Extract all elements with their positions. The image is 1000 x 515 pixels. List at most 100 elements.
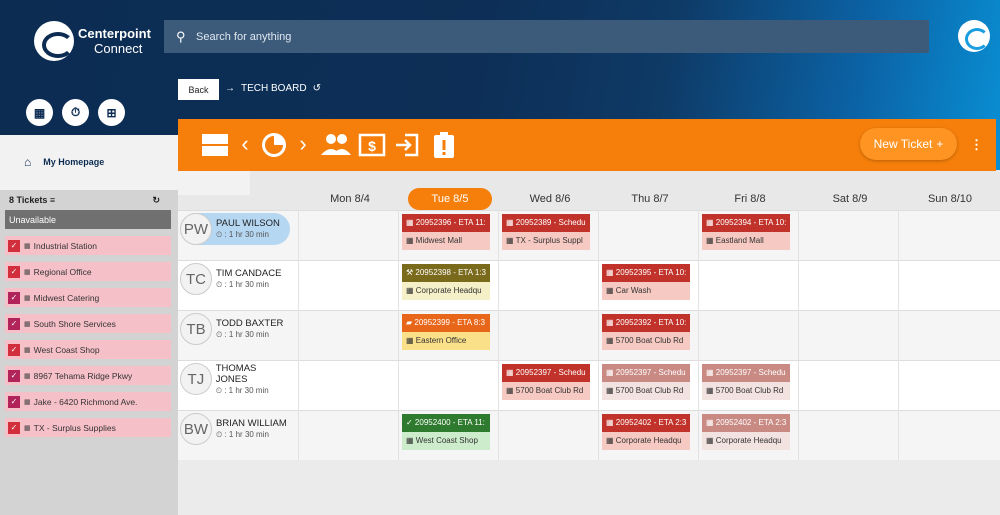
ticket-card[interactable]: ▦ 20952402 - ETA 2:3 ▦ Corporate Headqu — [602, 414, 690, 452]
more-options-icon[interactable]: ⋮ — [970, 137, 983, 152]
tech-name: PAUL WILSON — [216, 218, 280, 229]
tech-card[interactable]: TJ THOMAS JONES ⏲ : 1 hr 30 min — [180, 363, 290, 395]
ticket-card[interactable]: ▰ 20952399 - ETA 8:3 ▦ Eastern Office — [402, 314, 490, 352]
refresh-icon[interactable]: ↻ — [152, 194, 160, 205]
day-header[interactable]: Wed 8/6 — [529, 193, 571, 205]
ticket-card[interactable]: ▦ 20952389 - Schedu ▦ TX - Surplus Suppl — [502, 214, 590, 252]
avatar: BW — [180, 413, 212, 445]
day-divider — [898, 210, 899, 460]
sidebar-ticket[interactable]: ✓ ▦ 8967 Tehama Ridge Pkwy — [5, 366, 171, 385]
filter-icon: ≡ — [49, 195, 56, 205]
sidebar-ticket[interactable]: ✓ ▦ TX - Surplus Supplies — [5, 418, 171, 437]
clock-icon: ⏲ — [216, 430, 223, 439]
ticket-location: 5700 Boat Club Rd — [615, 336, 684, 345]
clock-today-icon[interactable] — [260, 131, 288, 159]
tech-duration: ⏲ : 1 hr 30 min — [216, 229, 280, 240]
my-homepage-label: My Homepage — [43, 157, 105, 167]
my-homepage-link[interactable]: ⌂ My Homepage — [24, 155, 104, 169]
check-icon: ✓ — [406, 418, 413, 427]
tech-card[interactable]: TB TODD BAXTER ⏲ : 1 hr 30 min — [180, 313, 290, 345]
building-icon: ▦ — [24, 424, 31, 432]
clock-icon: ⏲ — [215, 385, 222, 395]
ticket-card[interactable]: ▦ 20952396 - ETA 11: ▦ Midwest Mall — [402, 214, 490, 252]
ticket-card[interactable]: ▦ 20952392 - ETA 10: ▦ 5700 Boat Club Rd — [602, 314, 690, 352]
calendar-icon: ▦ — [33, 105, 46, 120]
add-nav-button[interactable]: ⊞ — [98, 99, 125, 126]
ticket-card[interactable]: ▦ 20952397 - Schedu ▦ 5700 Boat Club Rd — [502, 364, 590, 402]
team-icon[interactable] — [320, 131, 352, 159]
ticket-title: 20952397 - Schedu — [613, 368, 686, 377]
ticket-card[interactable]: ▦ 20952402 - ETA 2:3 ▦ Corporate Headqu — [702, 414, 790, 452]
ticket-title: 20952396 - ETA 11: — [413, 218, 486, 227]
ticket-card[interactable]: ▦ 20952397 - Schedu ▦ 5700 Boat Club Rd — [602, 364, 690, 402]
sidebar-ticket[interactable]: ✓ ▦ Regional Office — [5, 262, 171, 281]
add-box-icon: ⊞ — [106, 105, 117, 120]
day-header[interactable]: Sun 8/10 — [927, 193, 973, 205]
calendar-nav-button[interactable]: ▦ — [26, 99, 53, 126]
ticket-title: 20952389 - Schedu — [513, 218, 586, 227]
sidebar-ticket[interactable]: ✓ ▦ Industrial Station — [5, 236, 171, 255]
ticket-card[interactable]: ▦ 20952394 - ETA 10: ▦ Eastland Mall — [702, 214, 790, 252]
tech-card[interactable]: PW PAUL WILSON ⏲ : 1 hr 30 min — [180, 213, 290, 245]
day-header[interactable]: Mon 8/4 — [330, 193, 370, 205]
back-button[interactable]: Back — [178, 79, 219, 100]
building-icon: ▦ — [24, 346, 31, 354]
sidebar-ticket-label: South Shore Services — [33, 318, 116, 329]
chevron-right-icon[interactable]: › — [299, 131, 307, 156]
ticket-location: Midwest Mall — [415, 236, 463, 245]
timer-nav-button[interactable]: ⏱ — [62, 99, 89, 126]
sidebar-ticket[interactable]: ✓ ▦ West Coast Shop — [5, 340, 171, 359]
history-icon[interactable]: ↺ — [312, 83, 321, 94]
building-icon: ▦ — [24, 320, 31, 328]
building-icon: ▦ — [606, 286, 616, 295]
sidebar-ticket-label: West Coast Shop — [33, 344, 100, 355]
search-input[interactable] — [196, 30, 896, 43]
day-header[interactable]: Fri 8/8 — [734, 193, 766, 205]
ticket-card[interactable]: ⚒ 20952398 - ETA 1:3 ▦ Corporate Headqu — [402, 264, 490, 302]
plus-icon: + — [936, 137, 944, 151]
ticket-card[interactable]: ▦ 20952395 - ETA 10: ▦ Car Wash — [602, 264, 690, 302]
ticket-title: 20952397 - Schedu — [713, 368, 786, 377]
sidebar-ticket[interactable]: ✓ ▦ Midwest Catering — [5, 288, 171, 307]
building-icon: ▦ — [406, 436, 416, 445]
day-divider — [598, 210, 599, 460]
ticket-location: West Coast Shop — [415, 436, 478, 445]
day-header[interactable]: Tue 8/5 — [408, 188, 492, 210]
calendar-icon: ▦ — [406, 218, 414, 227]
clipboard-alert-icon[interactable] — [430, 131, 458, 159]
ticket-location: TX - Surplus Suppl — [515, 236, 583, 245]
billing-icon[interactable]: $ — [358, 131, 386, 159]
sign-in-icon[interactable] — [393, 131, 421, 159]
board-toolbar: ‹ › $ New Ticket + ⋮ — [178, 119, 996, 171]
day-header[interactable]: Sat 8/9 — [832, 193, 868, 205]
tech-row: BW BRIAN WILLIAM ⏲ : 1 hr 30 min — [178, 410, 1000, 460]
sidebar-ticket-label: Regional Office — [33, 266, 92, 277]
new-ticket-button[interactable]: New Ticket + — [860, 128, 957, 160]
sidebar-ticket[interactable]: ✓ ▦ South Shore Services — [5, 314, 171, 333]
building-icon: ▦ — [24, 372, 31, 380]
tech-card[interactable]: BW BRIAN WILLIAM ⏲ : 1 hr 30 min — [180, 413, 290, 445]
sidebar-ticket-label: Jake - 6420 Richmond Ave. — [33, 396, 138, 407]
brand-logo[interactable]: Centerpoint Connect — [34, 21, 151, 61]
building-icon: ▦ — [706, 436, 716, 445]
ticket-card[interactable]: ✓ 20952400 - ETA 11: ▦ West Coast Shop — [402, 414, 490, 452]
ticket-status-icon: ✓ — [8, 265, 20, 278]
ticket-count[interactable]: 8 Tickets ≡ — [9, 195, 55, 205]
ticket-title: 20952398 - ETA 1:3 — [413, 268, 486, 277]
search-icon: ⚲ — [176, 28, 186, 44]
unavailable-header[interactable]: Unavailable — [5, 210, 171, 229]
tech-card[interactable]: TC TIM CANDACE ⏲ : 1 hr 30 min — [180, 263, 290, 295]
ticket-status-icon: ✓ — [8, 421, 20, 434]
ticket-title: 20952402 - ETA 2:3 — [613, 418, 687, 427]
ticket-location: 5700 Boat Club Rd — [615, 386, 684, 395]
chevron-left-icon[interactable]: ‹ — [241, 131, 249, 156]
ticket-sidebar: 8 Tickets ≡ ↻ Unavailable ✓ ▦ Industrial S… — [0, 190, 178, 515]
toggle-view-icon[interactable] — [201, 131, 229, 159]
ticket-card[interactable]: ▦ 20952397 - Schedu ▦ 5700 Boat Club Rd — [702, 364, 790, 402]
account-logo-icon[interactable] — [958, 20, 990, 52]
sidebar-ticket[interactable]: ✓ ▦ Jake - 6420 Richmond Ave. — [5, 392, 171, 411]
day-header[interactable]: Thu 8/7 — [631, 193, 669, 205]
tech-name: TODD BAXTER — [216, 318, 284, 329]
ticket-list: ✓ ▦ Industrial Station ✓ ▦ Regional Office ✓ ▦ M… — [0, 236, 178, 437]
search-bar[interactable]: ⚲ — [164, 20, 929, 53]
